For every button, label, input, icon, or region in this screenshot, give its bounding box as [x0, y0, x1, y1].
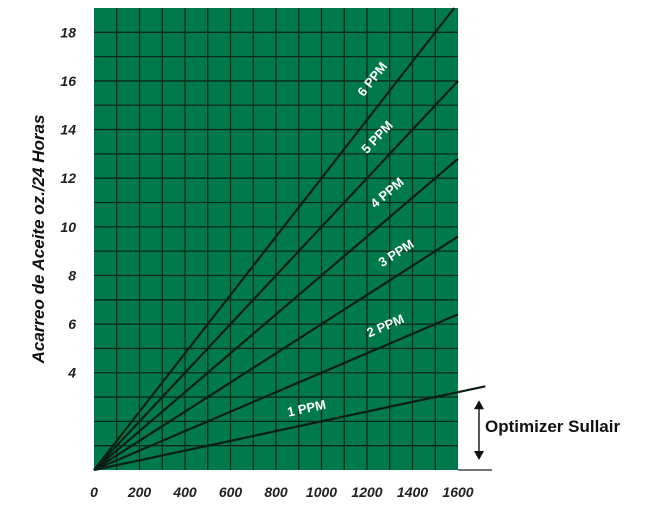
annotation-arrowhead-bottom [474, 451, 484, 460]
series-line [93, 7, 456, 471]
annotation-label: Optimizer Sullair [485, 417, 620, 436]
x-tick-label: 800 [264, 484, 288, 500]
grid [94, 8, 458, 470]
x-tick-label: 1400 [397, 484, 428, 500]
series-line [93, 157, 459, 471]
y-tick-labels: 4 6 8 10 12 14 16 18 [60, 24, 76, 380]
annotation-arrowhead-top [474, 400, 484, 410]
y-tick-label: 16 [60, 73, 76, 89]
y-tick-label: 14 [60, 122, 76, 138]
series-line [93, 235, 459, 471]
optimizer-annotation: Optimizer Sullair [458, 400, 620, 471]
y-tick-label: 8 [68, 267, 76, 283]
y-tick-label: 4 [67, 365, 76, 381]
series-line [93, 313, 459, 472]
x-tick-label: 1200 [351, 484, 382, 500]
x-tick-label: 600 [219, 484, 243, 500]
x-tick-label: 200 [127, 484, 152, 500]
y-tick-label: 10 [60, 219, 76, 235]
y-tick-label: 6 [68, 316, 76, 332]
y-tick-label: 12 [60, 170, 76, 186]
x-tick-label: 1000 [306, 484, 337, 500]
series-line [93, 385, 486, 472]
x-tick-label: 0 [90, 484, 98, 500]
series-line [93, 80, 459, 471]
x-tick-label: 1600 [442, 484, 473, 500]
series-lines [93, 7, 486, 472]
y-tick-label: 18 [60, 24, 76, 40]
y-axis-label: Acarreo de Aceite oz./24 Horas [29, 115, 48, 365]
x-tick-label: 400 [172, 484, 197, 500]
x-tick-labels: 0 200 400 600 800 1000 1200 1400 1600 [90, 484, 474, 500]
